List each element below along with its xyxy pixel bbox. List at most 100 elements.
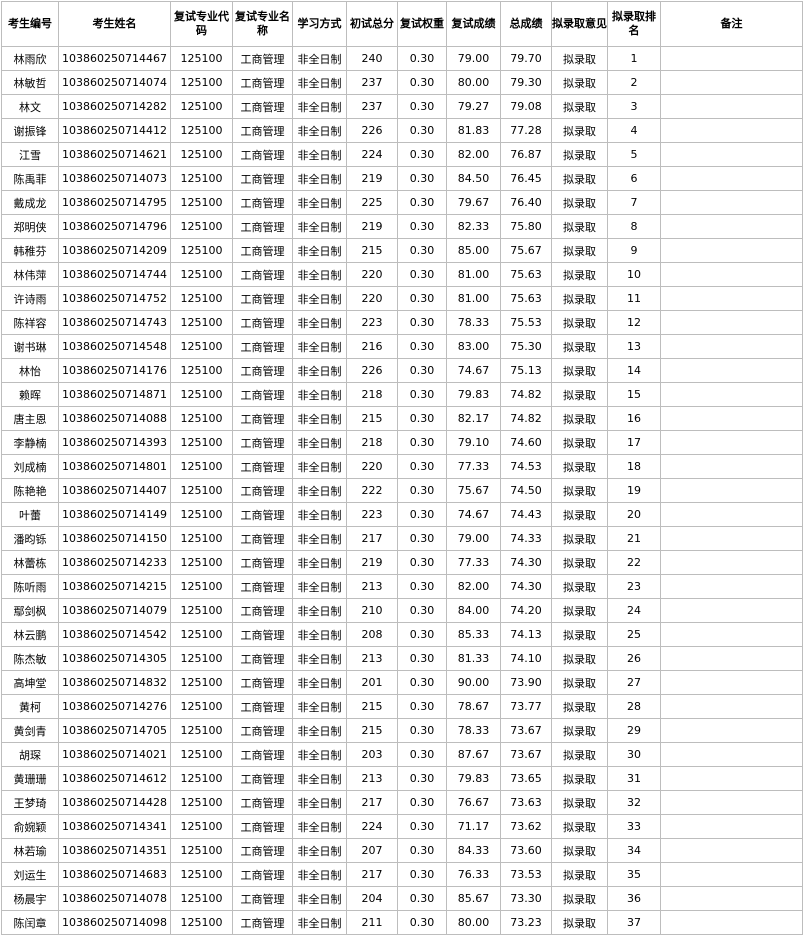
table-cell: 75.63 xyxy=(500,262,552,287)
table-cell: 103860250714542 xyxy=(58,622,171,647)
empty-cell xyxy=(660,838,803,863)
table-cell: 工商管理 xyxy=(232,262,293,287)
table-cell: 非全日制 xyxy=(292,742,347,767)
table-row: 黄柯 103860250714276 125100 工商管理 非全日制 215 0.30 78… xyxy=(1,694,803,719)
table-row: 潘昀铄 103860250714150 125100 工商管理 非全日制 217 0.30 7… xyxy=(1,526,803,551)
table-cell: 非全日制 xyxy=(292,142,347,167)
table-cell: 0.30 xyxy=(397,454,447,479)
table-row: 李静楠 103860250714393 125100 工商管理 非全日制 218 0.30 7… xyxy=(1,430,803,455)
table-cell: 拟录取 xyxy=(551,406,608,431)
table-cell: 75.67 xyxy=(500,238,552,263)
table-cell: 79.27 xyxy=(446,94,501,119)
table-cell: 拟录取 xyxy=(551,814,608,839)
table-cell: 0.30 xyxy=(397,718,447,743)
empty-cell xyxy=(660,694,803,719)
table-cell: 215 xyxy=(346,718,398,743)
empty-cell xyxy=(660,526,803,551)
empty-cell xyxy=(660,670,803,695)
table-cell: 谢振锋 xyxy=(1,118,59,143)
table-row: 高坤堂 103860250714832 125100 工商管理 非全日制 201 0.30 9… xyxy=(1,670,803,695)
table-cell: 0.30 xyxy=(397,550,447,575)
table-cell: 215 xyxy=(346,694,398,719)
table-row: 陈杰敏 103860250714305 125100 工商管理 非全日制 213 0.30 8… xyxy=(1,646,803,671)
table-cell: 78.33 xyxy=(446,310,501,335)
table-row: 韩稚芬 103860250714209 125100 工商管理 非全日制 215 0.30 8… xyxy=(1,238,803,263)
table-cell: 拟录取 xyxy=(551,118,608,143)
table-cell: 拟录取 xyxy=(551,478,608,503)
table-cell: 工商管理 xyxy=(232,742,293,767)
table-cell: 工商管理 xyxy=(232,430,293,455)
table-cell: 81.00 xyxy=(446,262,501,287)
table-cell: 219 xyxy=(346,214,398,239)
table-cell: 非全日制 xyxy=(292,46,347,71)
table-cell: 工商管理 xyxy=(232,574,293,599)
table-cell: 0.30 xyxy=(397,574,447,599)
table-cell: 125100 xyxy=(170,118,233,143)
table-cell: 非全日制 xyxy=(292,310,347,335)
table-cell: 79.67 xyxy=(446,190,501,215)
table-cell: 非全日制 xyxy=(292,70,347,95)
table-row: 江雪 103860250714621 125100 工商管理 非全日制 224 0.30 82… xyxy=(1,142,803,167)
table-cell: 125100 xyxy=(170,766,233,791)
table-cell: 林若瑜 xyxy=(1,838,59,863)
empty-cell xyxy=(660,790,803,815)
table-cell: 拟录取 xyxy=(551,550,608,575)
table-cell: 陈艳艳 xyxy=(1,478,59,503)
table-cell: 7 xyxy=(607,190,661,215)
table-cell: 非全日制 xyxy=(292,574,347,599)
table-cell: 125100 xyxy=(170,310,233,335)
table-cell: 210 xyxy=(346,598,398,623)
table-cell: 0.30 xyxy=(397,382,447,407)
table-cell: 225 xyxy=(346,190,398,215)
table-cell: 237 xyxy=(346,94,398,119)
table-cell: 74.60 xyxy=(500,430,552,455)
table-cell: 34 xyxy=(607,838,661,863)
table-row: 陈禹菲 103860250714073 125100 工商管理 非全日制 219 0.30 8… xyxy=(1,166,803,191)
table-cell: 0.30 xyxy=(397,670,447,695)
table-cell: 103860250714683 xyxy=(58,862,171,887)
table-cell: 79.10 xyxy=(446,430,501,455)
table-cell: 李静楠 xyxy=(1,430,59,455)
table-cell: 80.00 xyxy=(446,910,501,935)
table-cell: 125100 xyxy=(170,598,233,623)
table-cell: 76.67 xyxy=(446,790,501,815)
table-cell: 125100 xyxy=(170,742,233,767)
table-cell: 拟录取 xyxy=(551,358,608,383)
table-cell: 78.67 xyxy=(446,694,501,719)
table-cell: 215 xyxy=(346,406,398,431)
table-cell: 103860250714801 xyxy=(58,454,171,479)
table-cell: 103860250714705 xyxy=(58,718,171,743)
table-cell: 0.30 xyxy=(397,838,447,863)
table-row: 鄢剑枫 103860250714079 125100 工商管理 非全日制 210 0.30 8… xyxy=(1,598,803,623)
table-cell: 拟录取 xyxy=(551,166,608,191)
table-cell: 拟录取 xyxy=(551,94,608,119)
table-cell: 10 xyxy=(607,262,661,287)
empty-cell xyxy=(660,886,803,911)
table-cell: 73.62 xyxy=(500,814,552,839)
table-cell: 林雨欣 xyxy=(1,46,59,71)
table-cell: 76.87 xyxy=(500,142,552,167)
table-cell: 125100 xyxy=(170,46,233,71)
table-row: 林雨欣 103860250714467 125100 工商管理 非全日制 240 0.30 7… xyxy=(1,46,803,71)
table-cell: 工商管理 xyxy=(232,502,293,527)
table-cell: 103860250714832 xyxy=(58,670,171,695)
table-cell: 工商管理 xyxy=(232,46,293,71)
table-cell: 拟录取 xyxy=(551,310,608,335)
table-cell: 79.83 xyxy=(446,382,501,407)
table-cell: 拟录取 xyxy=(551,838,608,863)
table-row: 陈闰章 103860250714098 125100 工商管理 非全日制 211 0.30 8… xyxy=(1,910,803,935)
table-cell: 拟录取 xyxy=(551,646,608,671)
table-cell: 12 xyxy=(607,310,661,335)
empty-cell xyxy=(660,814,803,839)
table-cell: 工商管理 xyxy=(232,310,293,335)
table-cell: 工商管理 xyxy=(232,886,293,911)
table-cell: 工商管理 xyxy=(232,838,293,863)
table-cell: 陈杰敏 xyxy=(1,646,59,671)
table-cell: 叶蕾 xyxy=(1,502,59,527)
table-cell: 125100 xyxy=(170,574,233,599)
table-cell: 78.33 xyxy=(446,718,501,743)
table-cell: 潘昀铄 xyxy=(1,526,59,551)
table-cell: 208 xyxy=(346,622,398,647)
table-cell: 103860250714098 xyxy=(58,910,171,935)
table-cell: 103860250714752 xyxy=(58,286,171,311)
